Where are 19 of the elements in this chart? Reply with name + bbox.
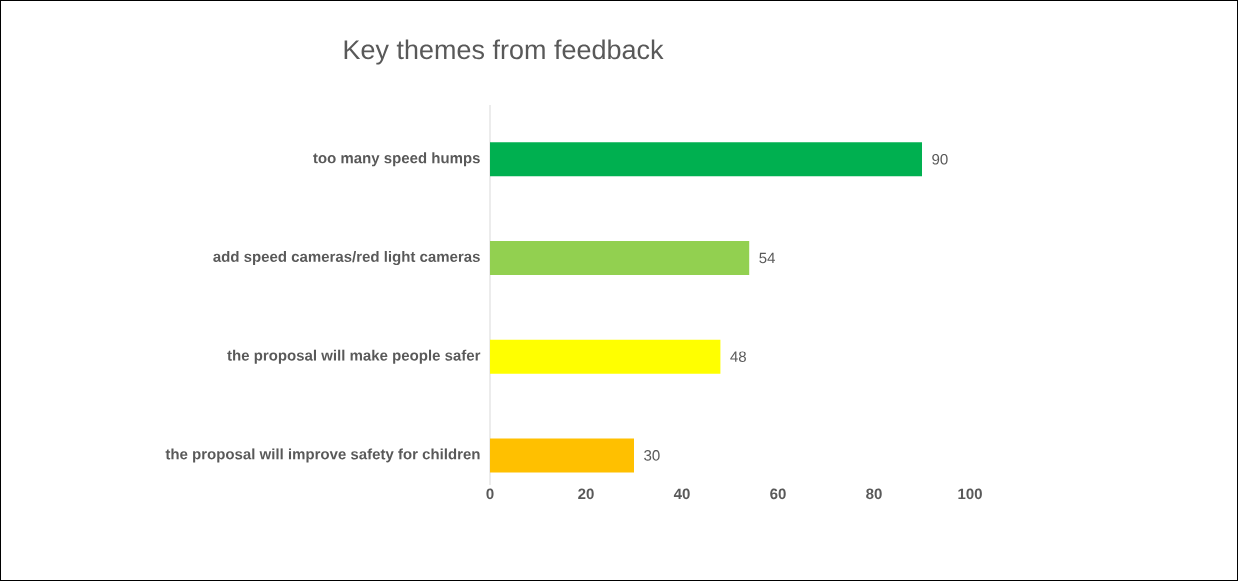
bar — [490, 438, 634, 473]
data-label: 30 — [644, 450, 660, 461]
y-tick-label: add speed cameras/red light cameras — [213, 250, 480, 266]
bar — [490, 240, 750, 275]
data-label: 90 — [932, 153, 948, 165]
y-tick-label: too many speed humps — [313, 152, 480, 167]
x-tick-label: 60 — [770, 488, 786, 500]
x-tick-label: 100 — [958, 488, 982, 500]
bar — [490, 142, 923, 177]
y-tick-label: the proposal will improve safety for children — [165, 448, 480, 463]
bar — [490, 339, 721, 374]
chart-title: Key themes from feedback — [344, 39, 664, 65]
data-label: 48 — [730, 351, 746, 362]
x-tick-label: 80 — [866, 488, 882, 500]
y-tick-label: the proposal will make people safer — [227, 349, 481, 364]
x-tick-label: 20 — [578, 488, 594, 500]
data-label: 54 — [759, 252, 775, 264]
x-tick-label: 40 — [673, 488, 690, 500]
x-tick-label: 0 — [486, 488, 494, 500]
